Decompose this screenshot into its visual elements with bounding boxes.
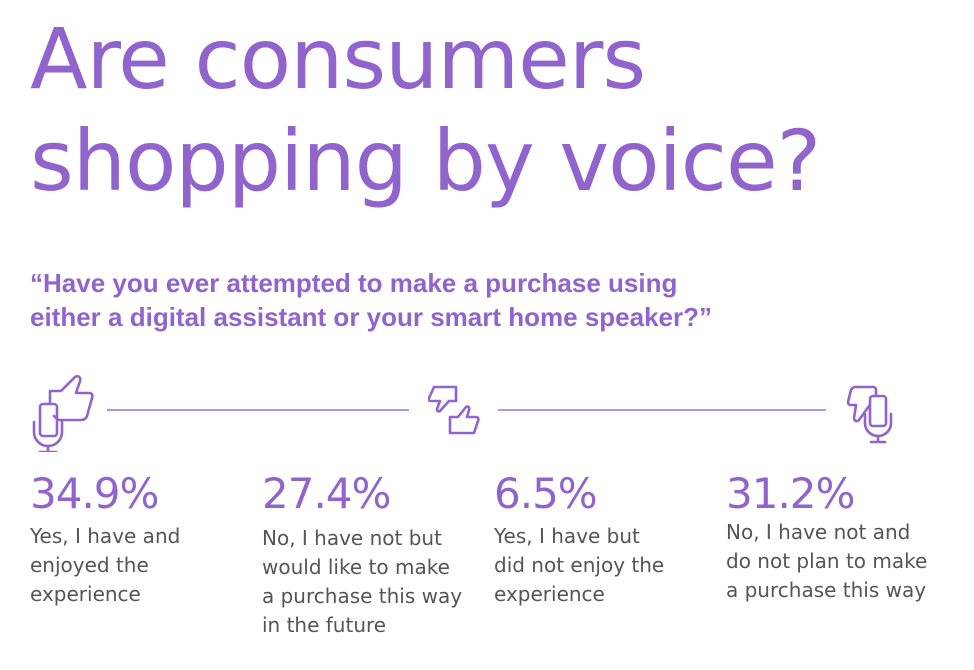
stat-item: 27.4% No, I have not but would like to m… bbox=[262, 470, 482, 640]
stat-item: 31.2% No, I have not and do not plan to … bbox=[726, 470, 966, 605]
desc-line: experience bbox=[494, 582, 605, 606]
desc-line: No, I have not and bbox=[726, 520, 911, 544]
stat-percentage: 34.9% bbox=[30, 469, 159, 518]
survey-question: “Have you ever attempted to make a purch… bbox=[30, 266, 850, 334]
stat-description: No, I have not and do not plan to make a… bbox=[726, 518, 966, 605]
desc-line: do not plan to make bbox=[726, 549, 928, 573]
thumbs-down-microphone-icon bbox=[846, 384, 906, 450]
question-line-1: “Have you ever attempted to make a purch… bbox=[30, 268, 678, 298]
stat-description: Yes, I have but did not enjoy the experi… bbox=[494, 522, 714, 609]
page-title: Are consumers shopping by voice? bbox=[30, 8, 821, 212]
microphone-thumbs-up-icon bbox=[30, 372, 100, 452]
question-line-2: either a digital assistant or your smart… bbox=[30, 302, 713, 332]
divider-line-2 bbox=[498, 409, 826, 411]
desc-line: a purchase this way bbox=[262, 584, 463, 608]
desc-line: Yes, I have and bbox=[30, 524, 181, 548]
desc-line: Yes, I have but bbox=[494, 524, 640, 548]
desc-line: in the future bbox=[262, 613, 387, 637]
thumbs-down-thumbs-up-icon bbox=[428, 385, 480, 437]
title-line-2: shopping by voice? bbox=[30, 112, 821, 210]
stat-percentage: 27.4% bbox=[262, 469, 391, 518]
desc-line: did not enjoy the bbox=[494, 553, 665, 577]
desc-line: No, I have not but bbox=[262, 526, 442, 550]
desc-line: would like to make bbox=[262, 555, 450, 579]
desc-line: enjoyed the bbox=[30, 553, 149, 577]
stat-item: 34.9% Yes, I have and enjoyed the experi… bbox=[30, 470, 250, 609]
stat-item: 6.5% Yes, I have but did not enjoy the e… bbox=[494, 470, 714, 609]
stat-percentage: 6.5% bbox=[494, 469, 598, 518]
stat-description: Yes, I have and enjoyed the experience bbox=[30, 522, 250, 609]
divider-line-1 bbox=[107, 409, 409, 411]
stat-percentage: 31.2% bbox=[726, 469, 855, 518]
desc-line: a purchase this way bbox=[726, 578, 927, 602]
stat-description: No, I have not but would like to make a … bbox=[262, 524, 482, 640]
desc-line: experience bbox=[30, 582, 141, 606]
title-line-1: Are consumers bbox=[30, 10, 646, 108]
